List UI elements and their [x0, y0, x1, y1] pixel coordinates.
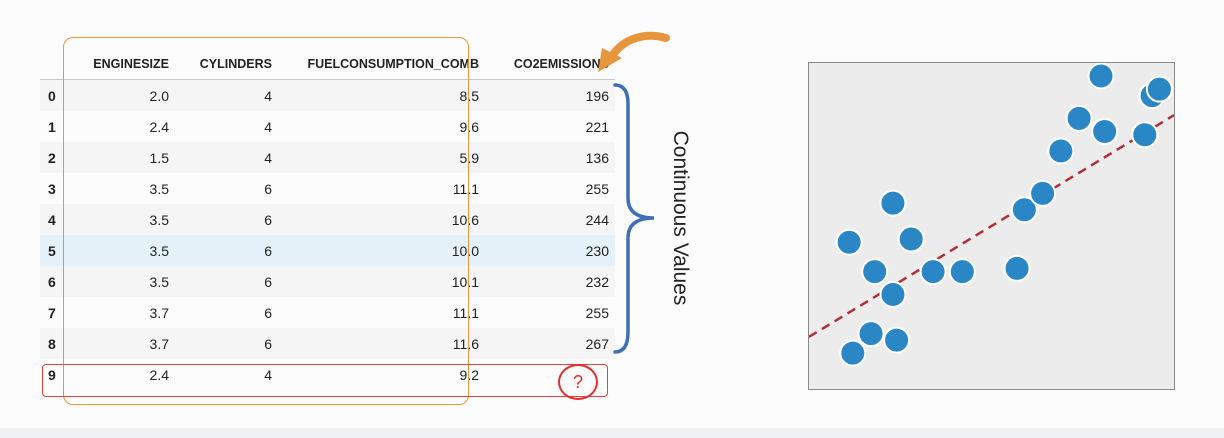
bottom-bar	[0, 428, 1224, 438]
cell-fuelconsumption: 9.6	[459, 118, 479, 135]
row-index: 7	[48, 304, 56, 321]
cell-enginesize: 3.7	[71, 328, 175, 359]
cell-cylinders: 4	[175, 142, 278, 173]
table-row-unknown: 9 2.4 4 9.2	[40, 359, 615, 390]
table-header-row: ENGINESIZE CYLINDERS FUELCONSUMPTION_COM…	[40, 48, 615, 80]
column-header-cylinders: CYLINDERS	[175, 48, 278, 80]
table-row: 3 3.5 6 11.1 255	[40, 173, 615, 204]
scatter-point	[835, 228, 863, 256]
cell-enginesize: 3.7	[149, 304, 169, 321]
scatter-point	[1003, 254, 1031, 282]
curly-brace-icon	[613, 83, 655, 354]
scatter-point	[857, 320, 885, 348]
data-table: ENGINESIZE CYLINDERS FUELCONSUMPTION_COM…	[40, 48, 615, 390]
cell-fuelconsumption: 11.6	[278, 328, 485, 359]
cell-fuelconsumption: 10.1	[278, 266, 485, 297]
row-index: 2	[40, 142, 71, 173]
cell-cylinders: 6	[175, 204, 278, 235]
cell-co2emissions: 136	[485, 142, 615, 173]
cell-cylinders: 6	[175, 328, 278, 359]
cell-cylinders: 4	[175, 79, 278, 111]
prediction-row-outline	[42, 364, 608, 397]
cell-fuelconsumption: 10.0	[278, 235, 485, 266]
cell-co2emissions: 230	[485, 235, 615, 266]
cell-fuelconsumption: 11.1	[452, 180, 479, 197]
table-row: 0 2.0 4 8.5 196	[40, 79, 615, 111]
row-index: 6	[40, 266, 71, 297]
index-header	[40, 48, 71, 80]
table-row: 1 2.4 4 9.6 221	[40, 111, 615, 142]
column-header-fuelconsumption: FUELCONSUMPTION_COMB	[278, 48, 485, 80]
scatter-point	[948, 258, 976, 286]
scatter-point	[1131, 121, 1159, 149]
table-row: 6 3.5 6 10.1 232	[40, 266, 615, 297]
feature-columns-outline	[63, 37, 469, 405]
scatter-point	[1047, 137, 1075, 165]
cell-fuelconsumption: 8.5	[278, 79, 485, 111]
scatter-point	[839, 339, 867, 367]
row-index: 0	[40, 79, 71, 111]
cell-co2emissions: 244	[485, 204, 615, 235]
target-arrow-icon	[598, 31, 670, 72]
table-row: 8 3.7 6 11.6 267	[40, 328, 615, 359]
scatter-plot	[808, 62, 1175, 390]
scatter-point	[1065, 104, 1093, 132]
scatter-point	[883, 326, 911, 354]
cell-enginesize: 1.5	[71, 142, 175, 173]
cell-enginesize: 3.5	[71, 235, 175, 266]
cell-co2emissions: 267	[485, 328, 615, 359]
cell-enginesize: 3.5	[149, 180, 169, 197]
scatter-point	[1029, 179, 1057, 207]
column-header-enginesize: ENGINESIZE	[71, 48, 175, 80]
cell-cylinders: 6	[264, 304, 272, 321]
cell-fuelconsumption: 10.6	[278, 204, 485, 235]
table-row: 7 3.7 6 11.1 255	[40, 297, 615, 328]
cell-cylinders: 6	[175, 266, 278, 297]
column-header-co2emissions: CO2EMISSIONS	[485, 48, 615, 80]
cell-cylinders: 6	[264, 180, 272, 197]
scatter-point	[879, 189, 907, 217]
row-index: 5	[40, 235, 71, 266]
table-row: 4 3.5 6 10.6 244	[40, 204, 615, 235]
cell-co2emissions: 221	[585, 118, 609, 135]
row-index: 1	[48, 118, 56, 135]
scatter-point	[879, 280, 907, 308]
table-row-highlighted: 5 3.5 6 10.0 230	[40, 235, 615, 266]
cell-enginesize: 3.5	[71, 266, 175, 297]
cell-cylinders: 6	[175, 235, 278, 266]
scatter-point	[861, 258, 889, 286]
row-index: 8	[40, 328, 71, 359]
cell-co2emissions: 255	[585, 304, 609, 321]
scatter-point	[919, 258, 947, 286]
cell-fuelconsumption: 9.2	[459, 366, 479, 383]
cell-co2emissions: 255	[585, 180, 609, 197]
cell-enginesize: 2.4	[149, 366, 169, 383]
cell-co2emissions: 232	[485, 266, 615, 297]
cell-fuelconsumption: 11.1	[452, 304, 479, 321]
row-index: 3	[48, 180, 56, 197]
cell-enginesize: 2.0	[71, 79, 175, 111]
row-index: 9	[48, 366, 56, 383]
cell-enginesize: 3.5	[71, 204, 175, 235]
unknown-value-marker: ?	[558, 364, 598, 400]
table-row: 2 1.5 4 5.9 136	[40, 142, 615, 173]
scatter-point	[1087, 63, 1115, 90]
scatter-point	[897, 225, 925, 253]
continuous-values-label: Continuous Values	[669, 130, 692, 306]
cell-enginesize: 2.4	[149, 118, 169, 135]
scatter-plot-svg	[809, 63, 1174, 367]
cell-cylinders: 4	[264, 366, 272, 383]
cell-fuelconsumption: 5.9	[278, 142, 485, 173]
row-index: 4	[40, 204, 71, 235]
scatter-point	[1145, 75, 1173, 103]
scatter-point	[1010, 196, 1038, 224]
trend-line	[809, 114, 1174, 338]
scatter-point	[1091, 117, 1119, 145]
cell-cylinders: 4	[264, 118, 272, 135]
cell-co2emissions: 196	[485, 79, 615, 111]
